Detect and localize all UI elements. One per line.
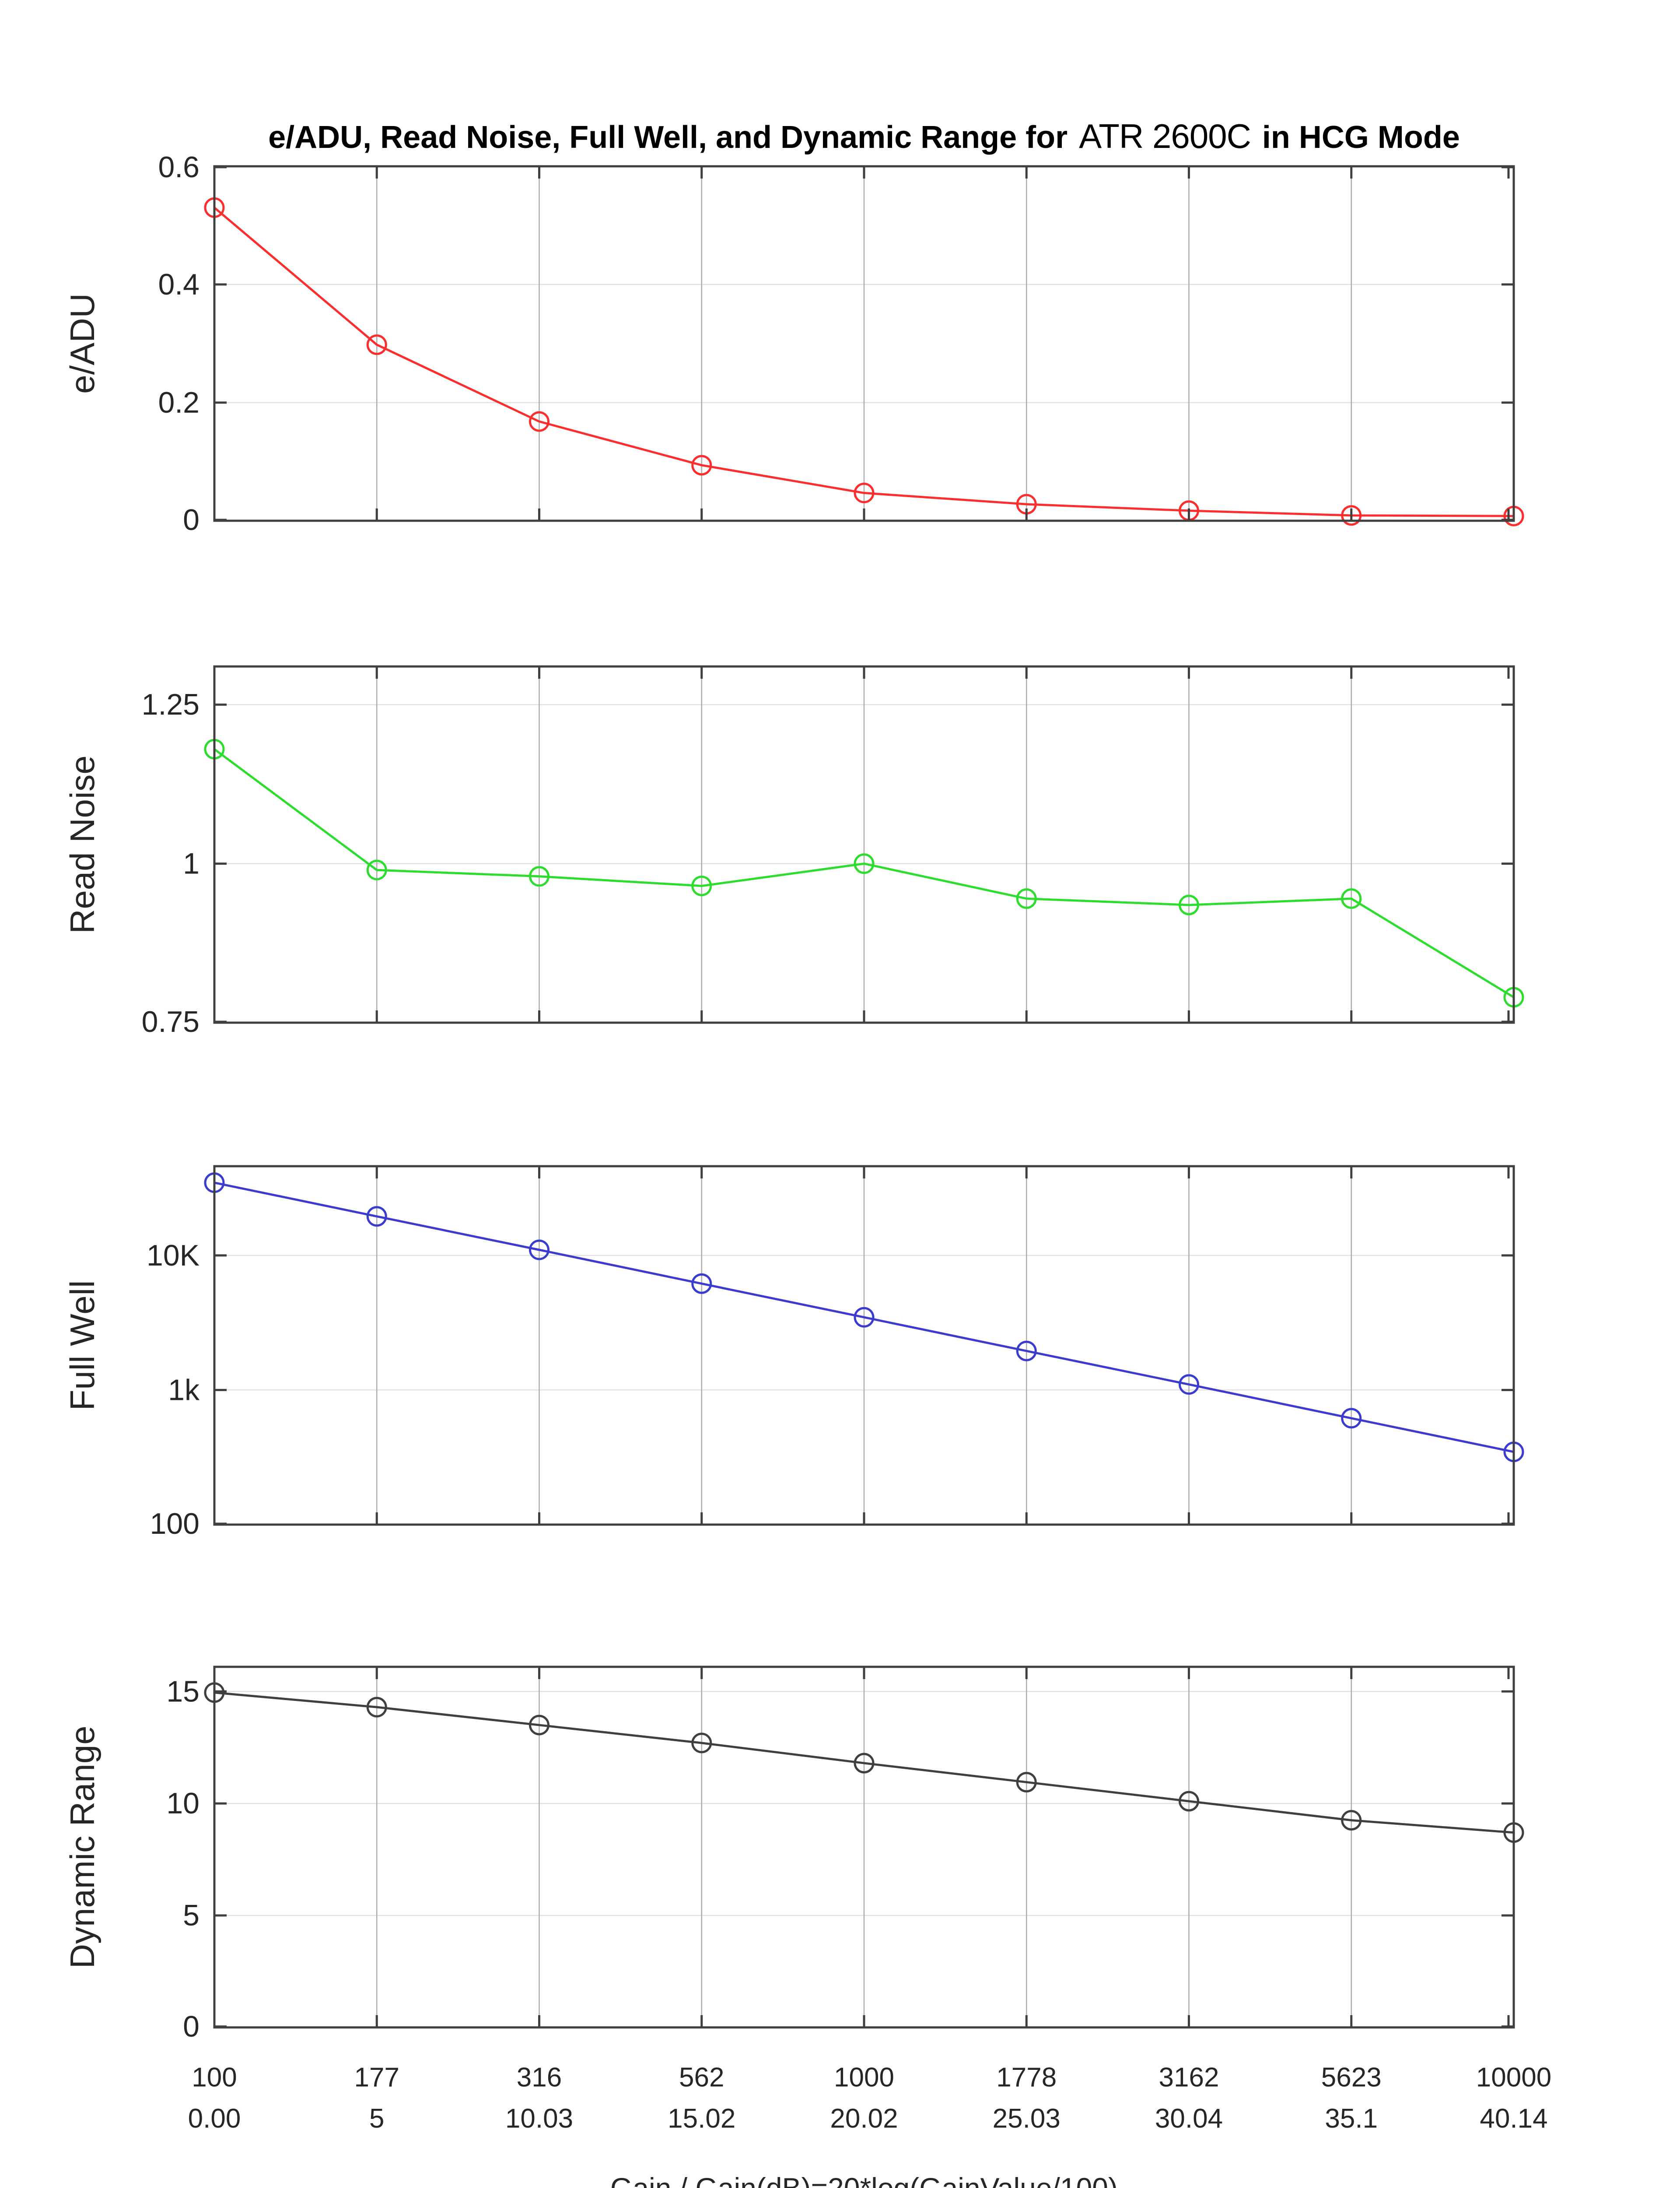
y-axis-label-e-adu: e/ADU (63, 293, 102, 394)
data-point (1016, 888, 1037, 909)
y-axis-label-full-well: Full Well (63, 1280, 102, 1411)
x-tick-label-db: 30.04 (1155, 2104, 1223, 2134)
y-tick-label: 0.75 (142, 1005, 200, 1038)
data-point (691, 1273, 712, 1294)
data-point (1179, 1791, 1199, 1812)
x-tick-label-gain: 1000 (834, 2062, 894, 2093)
data-point (691, 875, 712, 896)
y-axis-label-read-noise: Read Noise (63, 755, 102, 934)
data-point (1016, 1772, 1037, 1793)
y-tick-label: 10K (147, 1239, 200, 1272)
x-axis-title: Gain / Gain(dB)=20*log(GainValue/100) (610, 2172, 1118, 2188)
data-point (691, 455, 712, 476)
data-point (1179, 1374, 1199, 1395)
y-tick-label: 0 (183, 503, 200, 536)
figure-title: e/ADU, Read Noise, Full Well, and Dynami… (158, 117, 1571, 156)
x-tick-label-gain: 177 (354, 2062, 399, 2093)
y-tick-label: 0 (183, 2010, 200, 2043)
subplot-dynamic-range: 0 5 10 15 Dynamic Range (63, 1666, 1524, 2043)
data-point (1341, 1810, 1362, 1831)
data-point (529, 1239, 550, 1260)
series-line-full-well (214, 1182, 1514, 1453)
series-line-e-adu (214, 207, 1514, 517)
x-tick-label-db: 20.02 (830, 2104, 898, 2134)
y-tick-label: 0.6 (158, 151, 200, 184)
y-tick-label: 1k (168, 1373, 200, 1406)
figure-title-tail: in HCG Mode (1262, 120, 1460, 155)
data-point (854, 853, 875, 874)
x-tick-label-gain: 3162 (1159, 2062, 1219, 2093)
x-tick-label-gain: 562 (679, 2062, 724, 2093)
x-axis-labels: 100 0.00 177 5 316 10.03 562 15.02 1000 20.02 1778… (188, 2062, 1552, 2134)
data-point (529, 411, 550, 432)
data-point (1016, 1340, 1037, 1361)
y-tick-label: 5 (183, 1899, 200, 1932)
x-tick-label-db: 35.1 (1325, 2104, 1378, 2134)
data-point (529, 866, 550, 887)
y-tick-label: 100 (150, 1507, 200, 1540)
x-tick-label-gain: 10000 (1476, 2062, 1551, 2093)
data-point (366, 1206, 387, 1227)
x-tick-label-db: 25.03 (993, 2104, 1060, 2134)
y-tick-label: 15 (166, 1675, 200, 1708)
data-point (366, 1697, 387, 1718)
x-tick-label-gain: 100 (192, 2062, 237, 2093)
series-line-dynamic-range (214, 1691, 1514, 1834)
x-tick-label-db: 5 (369, 2104, 384, 2134)
camera-model-label: ATR 2600C (1079, 117, 1251, 155)
subplot-read-noise: 0.75 1 1.25 Read Noise (63, 665, 1524, 1038)
figure-title-lead: e/ADU, Read Noise, Full Well, and Dynami… (268, 120, 1068, 155)
y-tick-label: 10 (166, 1787, 200, 1820)
subplot-e-adu: 0 0.2 0.4 0.6 e/ADU (63, 151, 1524, 536)
subplot-full-well: 100 1k 10K Full Well (63, 1165, 1524, 1540)
data-point (529, 1715, 550, 1736)
x-tick-label-gain: 5623 (1321, 2062, 1382, 2093)
y-tick-label: 0.2 (158, 386, 200, 419)
data-point (366, 334, 387, 355)
y-tick-label: 1.25 (142, 688, 200, 721)
data-point (1179, 894, 1199, 915)
x-tick-label-gain: 316 (517, 2062, 562, 2093)
data-point (1341, 1408, 1362, 1429)
data-point (1341, 505, 1362, 526)
x-tick-label-db: 0.00 (188, 2104, 241, 2134)
y-axis-label-dynamic-range: Dynamic Range (63, 1726, 102, 1969)
data-point (366, 859, 387, 880)
data-point (854, 1307, 875, 1328)
data-point (691, 1732, 712, 1753)
x-tick-label-db: 40.14 (1480, 2104, 1547, 2134)
x-tick-label-db: 15.02 (668, 2104, 735, 2134)
data-point (854, 1753, 875, 1774)
x-tick-label-db: 10.03 (505, 2104, 573, 2134)
series-line-read-noise (214, 748, 1515, 998)
x-tick-label-gain: 1778 (996, 2062, 1057, 2093)
y-tick-label: 1 (183, 847, 200, 880)
data-point (1341, 888, 1362, 909)
data-point (854, 483, 875, 504)
y-tick-label: 0.4 (158, 268, 200, 301)
